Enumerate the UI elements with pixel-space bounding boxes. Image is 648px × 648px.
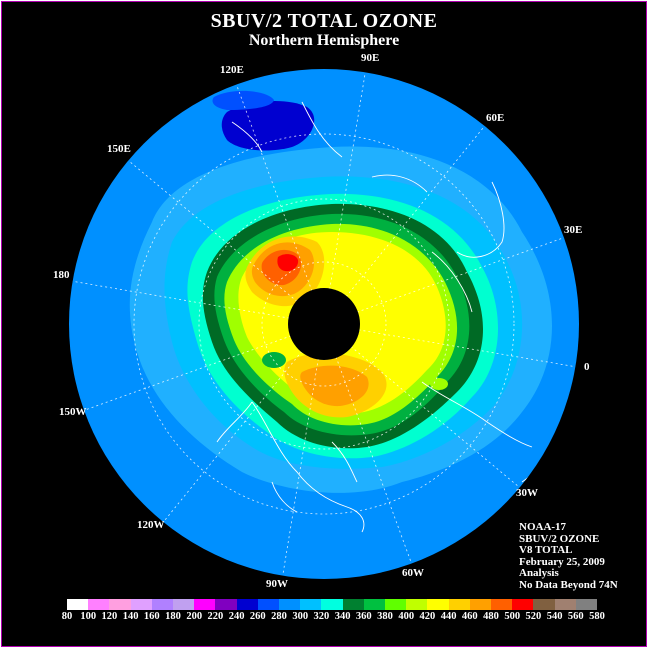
- colorbar-segment: [130, 599, 152, 610]
- colorbar-tick-label: 520: [525, 611, 542, 622]
- map-title: SBUV/2 TOTAL OZONE: [210, 10, 438, 32]
- colorbar-segment: [88, 599, 110, 610]
- colorbar-segment: [512, 599, 534, 610]
- colorbar-segment: [554, 599, 576, 610]
- colorbar-tick-label: 380: [377, 611, 393, 622]
- colorbar-segment: [300, 599, 322, 610]
- colorbar-tick-label: 580: [589, 611, 605, 622]
- colorbar-tick-label: 420: [419, 611, 436, 622]
- lon-label-30e: 30E: [564, 224, 583, 236]
- lon-label-150e: 150E: [107, 143, 131, 155]
- lon-label-120e: 120E: [220, 64, 244, 76]
- map-subtitle: Northern Hemisphere: [248, 32, 400, 49]
- green-island-2: [430, 378, 448, 390]
- dataset-info: NOAA-17 SBUV/2 OZONE V8 TOTAL February 2…: [519, 521, 618, 591]
- colorbar-tick-label: 440: [440, 611, 457, 622]
- colorbar-tick-label: 560: [567, 611, 584, 622]
- colorbar-tick-label: 200: [186, 611, 203, 622]
- lon-label-90e: 90E: [361, 52, 380, 64]
- colorbar-segment: [363, 599, 385, 610]
- colorbar-segment: [67, 599, 89, 610]
- colorbar-segment: [427, 599, 449, 610]
- low-ozone-patch: [221, 100, 315, 151]
- colorbar-tick-label: 100: [80, 611, 97, 622]
- contour-480: [277, 254, 299, 272]
- colorbar-tick-label: 540: [546, 611, 563, 622]
- lon-label-180: 180: [53, 269, 70, 281]
- lon-label-60w: 60W: [402, 567, 424, 579]
- colorbar-tick-label: 480: [483, 611, 499, 622]
- colorbar-tick-label: 280: [271, 611, 287, 622]
- info-product: SBUV/2 OZONE: [519, 532, 600, 545]
- lon-label-30w: 30W: [516, 487, 538, 499]
- lon-label-60e: 60E: [486, 112, 505, 124]
- colorbar-segment: [469, 599, 491, 610]
- colorbar-segment: [173, 599, 195, 610]
- colorbar-segment: [491, 599, 513, 610]
- info-satellite: NOAA-17: [519, 521, 567, 533]
- info-note: No Data Beyond 74N: [519, 578, 618, 591]
- colorbar-tick-label: 340: [334, 611, 351, 622]
- colorbar-segment: [279, 599, 301, 610]
- colorbar-segment: [109, 599, 131, 610]
- colorbar-segment: [575, 599, 597, 610]
- info-version: V8 TOTAL: [519, 544, 573, 556]
- colorbar-tick-label: 500: [504, 611, 521, 622]
- colorbar-segment: [385, 599, 407, 610]
- colorbar-tick-label: 120: [101, 611, 118, 622]
- colorbar-segment: [257, 599, 279, 610]
- colorbar-segment: [342, 599, 364, 610]
- no-data-polar-cap: [288, 288, 360, 360]
- colorbar-segment: [236, 599, 258, 610]
- colorbar-segment: [448, 599, 470, 610]
- info-date: February 25, 2009: [519, 555, 605, 568]
- colorbar-tick-label: 240: [228, 611, 245, 622]
- colorbar-segment: [215, 599, 237, 610]
- colorbar-segment: [533, 599, 555, 610]
- colorbar-segment: [321, 599, 343, 610]
- colorbar-segment: [194, 599, 216, 610]
- colorbar-segment: [406, 599, 428, 610]
- colorbar-tick-label: 400: [398, 611, 415, 622]
- colorbar-tick-label: 460: [461, 611, 478, 622]
- colorbar-tick-label: 160: [143, 611, 160, 622]
- colorbar-tick-label: 360: [355, 611, 372, 622]
- colorbar-segment: [151, 599, 173, 610]
- colorbar-tick-label: 80: [61, 611, 73, 622]
- lon-label-0: 0: [584, 361, 590, 373]
- lon-label-120w: 120W: [137, 519, 165, 531]
- colorbar-tick-label: 300: [292, 611, 309, 622]
- colorbar-tick-label: 320: [313, 611, 330, 622]
- graticule: [70, 73, 578, 575]
- colorbar-tick-label: 140: [122, 611, 139, 622]
- contour-440b: [300, 365, 369, 407]
- info-type: Analysis: [519, 567, 559, 579]
- low-ozone-patch-inner: [212, 90, 274, 110]
- colorbar-tick-label: 180: [165, 611, 181, 622]
- lon-label-150w: 150W: [59, 406, 87, 418]
- colorbar-tick-label: 220: [207, 611, 224, 622]
- lon-label-90w: 90W: [266, 578, 288, 590]
- colorbar-tick-label: 260: [249, 611, 266, 622]
